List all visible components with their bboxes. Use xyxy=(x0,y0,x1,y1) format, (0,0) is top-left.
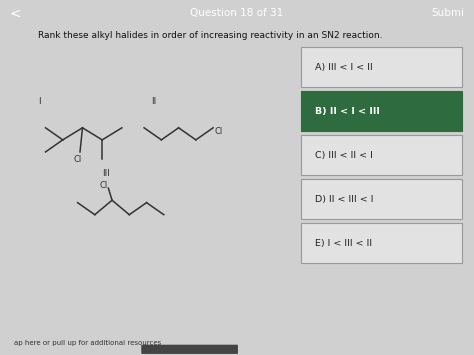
Text: Rank these alkyl halides in order of increasing reactivity in an SN2 reaction.: Rank these alkyl halides in order of inc… xyxy=(38,31,383,40)
Text: E) I < III < II: E) I < III < II xyxy=(315,239,373,248)
Text: B) II < I < III: B) II < I < III xyxy=(315,106,380,116)
Text: Submi: Submi xyxy=(431,8,465,18)
Text: Cl: Cl xyxy=(74,154,82,164)
Text: C) III < II < I: C) III < II < I xyxy=(315,151,373,160)
Text: II: II xyxy=(152,97,157,106)
Text: Cl: Cl xyxy=(214,127,223,136)
Text: A) III < I < II: A) III < I < II xyxy=(315,62,373,72)
Text: ap here or pull up for additional resources: ap here or pull up for additional resour… xyxy=(14,340,162,346)
Text: III: III xyxy=(102,169,110,178)
Text: <: < xyxy=(9,6,21,20)
Text: Cl: Cl xyxy=(100,181,108,190)
Text: D) II < III < I: D) II < III < I xyxy=(315,195,374,204)
Text: I: I xyxy=(38,97,41,106)
Text: Question 18 of 31: Question 18 of 31 xyxy=(191,8,283,18)
